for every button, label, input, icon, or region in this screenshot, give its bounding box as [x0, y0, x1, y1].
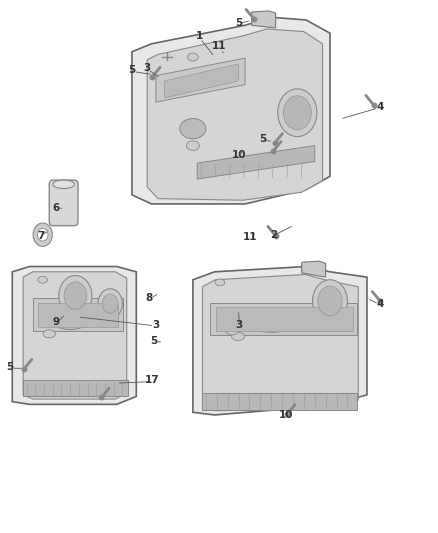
Circle shape: [64, 282, 87, 310]
Text: 3: 3: [152, 320, 159, 330]
Circle shape: [98, 289, 122, 318]
Ellipse shape: [38, 276, 47, 283]
Text: 3: 3: [144, 63, 151, 72]
Polygon shape: [202, 393, 357, 410]
Text: 5: 5: [235, 18, 242, 28]
Circle shape: [278, 89, 317, 136]
Circle shape: [318, 286, 342, 316]
Circle shape: [313, 280, 347, 322]
Text: 9: 9: [52, 317, 60, 327]
Text: 11: 11: [243, 232, 258, 243]
Text: 5: 5: [128, 66, 136, 75]
Text: 6: 6: [52, 203, 60, 213]
Circle shape: [102, 294, 118, 313]
Text: 17: 17: [145, 375, 160, 385]
Text: 2: 2: [270, 230, 277, 240]
Ellipse shape: [250, 317, 293, 332]
Circle shape: [283, 96, 311, 130]
Polygon shape: [302, 261, 325, 277]
Circle shape: [59, 276, 92, 316]
Text: 1: 1: [196, 31, 203, 41]
Polygon shape: [193, 266, 367, 415]
Polygon shape: [252, 11, 276, 28]
Polygon shape: [210, 303, 357, 335]
Text: 11: 11: [212, 42, 226, 52]
Text: 10: 10: [279, 410, 294, 420]
Circle shape: [33, 223, 52, 246]
Text: 7: 7: [37, 231, 44, 241]
Polygon shape: [165, 64, 239, 98]
Ellipse shape: [226, 325, 239, 335]
Ellipse shape: [43, 330, 55, 338]
Polygon shape: [156, 58, 245, 102]
Polygon shape: [33, 298, 123, 331]
Ellipse shape: [215, 279, 225, 286]
Ellipse shape: [53, 180, 74, 189]
Text: 10: 10: [231, 150, 246, 160]
Text: 4: 4: [376, 102, 384, 112]
Polygon shape: [147, 29, 322, 200]
Text: 4: 4: [376, 298, 384, 309]
Ellipse shape: [180, 118, 206, 139]
Text: 5: 5: [259, 134, 266, 144]
Polygon shape: [202, 274, 358, 411]
Text: 3: 3: [235, 320, 242, 330]
Text: 5: 5: [150, 336, 157, 346]
Text: 8: 8: [146, 293, 153, 303]
Text: 5: 5: [7, 362, 14, 372]
Polygon shape: [39, 303, 118, 327]
Ellipse shape: [187, 53, 198, 61]
Circle shape: [38, 228, 48, 241]
Polygon shape: [132, 17, 330, 204]
Polygon shape: [23, 381, 127, 397]
FancyBboxPatch shape: [49, 180, 78, 225]
Ellipse shape: [232, 333, 245, 341]
Ellipse shape: [54, 315, 86, 329]
Polygon shape: [23, 272, 127, 399]
Ellipse shape: [186, 141, 199, 150]
Polygon shape: [197, 146, 315, 179]
Polygon shape: [215, 307, 353, 331]
Polygon shape: [12, 266, 136, 405]
